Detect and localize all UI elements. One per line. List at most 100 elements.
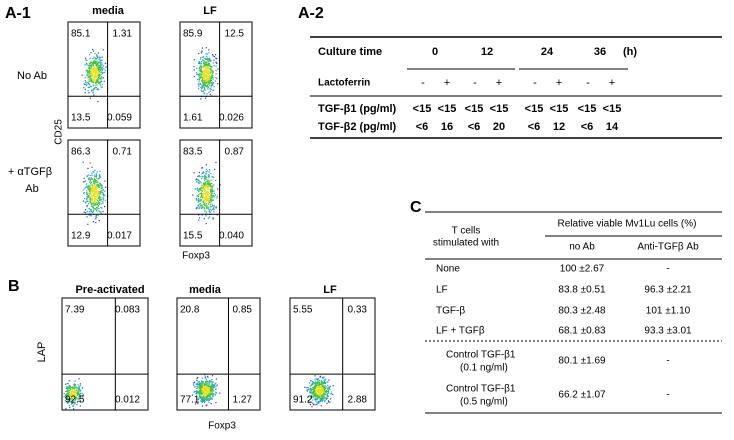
dot [203,184,205,186]
dot [318,397,320,399]
dot [94,82,97,84]
dot [100,78,103,80]
dot [199,200,201,202]
dot [74,393,76,395]
dot [202,399,205,401]
cell-value: <6 [468,121,481,133]
dot [98,66,101,68]
dot [204,76,206,78]
dot [327,386,329,388]
dot [97,71,99,74]
dot [321,395,323,398]
dot [98,202,101,204]
dot [198,63,201,65]
dot [94,62,96,64]
dot [201,81,204,83]
dot [323,398,325,400]
dot [312,388,315,390]
dot [87,73,89,76]
dot [208,398,210,400]
dot [311,396,313,398]
dot [324,385,326,387]
dot [202,398,204,400]
dot [75,387,77,389]
dot [206,55,208,58]
row-name: Control TGF-β1 [446,350,516,361]
dot [78,395,80,398]
dot [71,403,74,405]
dot [89,162,91,164]
time-value: 12 [481,46,493,58]
dot [210,392,212,395]
dot [195,390,197,392]
dot [88,211,90,213]
dot [206,383,208,385]
dot [204,89,206,91]
dot [204,397,206,399]
dot [214,383,216,385]
dot [90,184,92,186]
dot [208,71,211,73]
dot [68,398,70,400]
dot [71,392,73,394]
dot [83,211,85,213]
dot-cloud [192,161,221,225]
dot [67,390,69,392]
dot [89,62,91,64]
dot [81,392,83,394]
dot [84,92,86,94]
dot [217,188,219,190]
quadrant-value: 86.3 [71,147,91,158]
dot [200,207,202,209]
dot [83,177,85,179]
column-header: media [189,284,222,296]
dot [84,209,87,211]
dot [312,399,314,401]
dot [205,78,207,80]
row-name: (0.5 ng/ml) [460,397,508,408]
dot [86,70,89,72]
dot [211,398,213,400]
dot [202,90,204,93]
dot [209,199,211,201]
dot [209,388,211,390]
dot [99,70,101,73]
dot [212,386,214,389]
dot [92,201,94,203]
dot [100,198,103,200]
dot [212,196,214,198]
dot [92,50,95,52]
cell-value: <15 [525,103,544,115]
dot [201,193,203,195]
dot [205,85,207,87]
dot [98,61,100,63]
cell-value: 101 ±1.10 [646,306,691,317]
dot [201,197,204,199]
dot [206,197,208,199]
dot [211,208,213,210]
dot [67,383,69,385]
dot [98,82,101,84]
flow-plot [67,21,141,129]
dot [211,187,213,189]
dot [318,393,320,395]
dot [203,64,206,67]
dot [206,205,208,207]
dot [201,47,203,49]
dot [203,400,205,402]
dot [86,83,88,85]
dot-cloud [82,161,109,225]
dot [205,168,207,170]
dot [195,198,198,201]
dot [198,383,200,385]
dot [202,387,204,389]
dot [206,200,208,202]
dot [69,395,71,397]
dot [206,385,208,387]
dot [215,382,217,384]
dot [97,78,99,81]
dot [207,63,209,65]
dot [206,386,208,388]
cell-value: 66.2 ±1.07 [558,390,606,401]
dot [93,67,95,69]
